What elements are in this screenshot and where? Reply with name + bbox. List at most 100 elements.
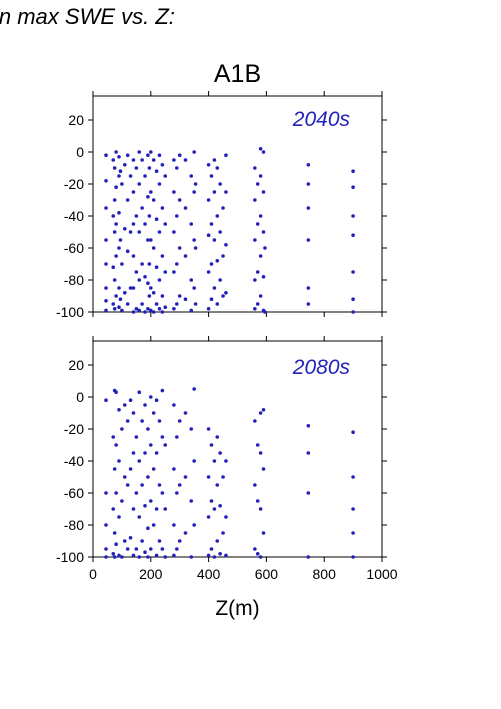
data-point [193,246,198,250]
data-point [143,275,147,279]
data-point [149,150,153,154]
data-point [120,308,124,313]
data-point [192,387,196,391]
data-point [117,155,121,159]
data-point [140,419,144,423]
data-point [206,270,211,274]
data-point [140,262,144,266]
data-point [146,281,150,286]
data-point [125,153,130,157]
y-tick-label: -80 [64,517,84,533]
data-point [221,254,225,258]
figure-title: in max SWE vs. Z: [0,4,175,29]
data-point [258,254,263,258]
data-point [189,222,194,226]
data-point [143,550,147,554]
data-point [154,265,159,270]
data-point [351,297,355,302]
data-point [215,539,220,543]
data-point [218,552,222,556]
y-tick-label: 0 [76,144,84,160]
data-point [104,206,108,210]
data-point [306,424,311,428]
data-point [149,308,153,313]
data-point [253,278,257,282]
data-point [306,451,311,455]
data-point [261,408,266,412]
data-point [111,158,116,162]
data-point [134,491,139,495]
data-point [104,299,108,303]
data-point [114,185,118,189]
data-point [212,507,217,511]
data-point [151,411,156,415]
data-point [172,307,176,311]
data-point [122,475,127,479]
data-point [146,427,150,431]
data-point [261,467,266,471]
data-point [218,451,222,455]
data-point [255,443,260,447]
data-point [149,443,153,447]
data-point [209,222,214,226]
data-point [112,531,117,535]
data-point [131,190,136,194]
data-point [212,190,217,194]
data-point [261,275,266,279]
data-point [111,302,116,306]
data-point [131,158,136,162]
data-point [209,499,214,503]
data-point [306,182,311,186]
data-point [111,552,116,556]
y-tick-label: -20 [64,176,84,192]
data-point [122,227,127,231]
data-point [261,230,266,234]
data-point [111,435,116,439]
data-point [120,555,124,559]
data-point [131,286,136,290]
data-point [149,499,153,503]
data-point [221,475,225,479]
data-point [172,230,176,234]
data-point [157,483,162,487]
data-point [215,302,220,306]
x-tick-label: 600 [255,566,279,582]
data-point [154,398,159,403]
data-point [137,278,142,282]
data-point [125,483,130,487]
data-point [157,278,162,282]
data-point [125,249,130,253]
data-point [146,555,150,559]
data-point [306,491,311,495]
data-point [189,427,194,431]
data-point [255,552,260,556]
data-point [104,238,108,242]
data-point [117,286,121,290]
data-point [221,294,225,298]
data-point [125,302,130,306]
data-point [131,254,136,258]
data-point [151,246,156,250]
data-point [209,262,214,266]
data-point [134,435,139,439]
data-point [177,198,182,202]
data-point [221,531,225,535]
data-point [122,403,127,407]
data-point [258,451,263,455]
data-point [151,158,156,162]
data-point [137,230,142,234]
plot-frame [92,95,383,313]
data-point [206,198,211,202]
data-point [143,174,147,178]
data-point [212,459,217,463]
data-point [151,310,156,314]
data-point [122,291,127,295]
data-point [206,427,211,431]
data-point [255,302,260,306]
data-point [258,174,263,178]
data-point [131,222,136,226]
data-point [154,302,159,306]
data-point [183,411,188,415]
data-point [253,483,257,487]
